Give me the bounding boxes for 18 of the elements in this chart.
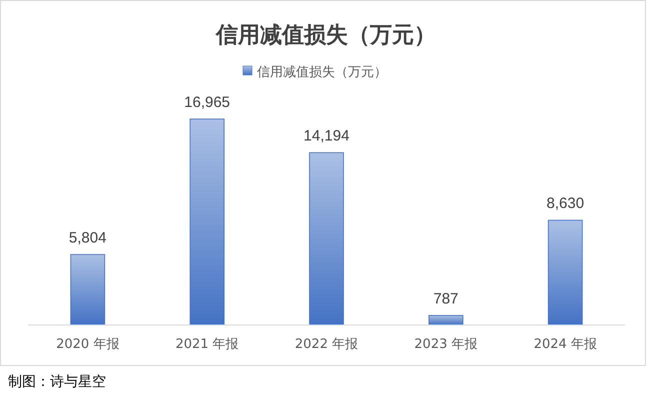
legend-label: 信用减值损失（万元） — [257, 65, 387, 80]
x-tick-label: 2024 年报 — [534, 337, 597, 352]
chart-title: 信用减值损失（万元） — [215, 22, 436, 48]
x-tick-label: 2020 年报 — [56, 337, 120, 352]
data-label: 16,965 — [184, 94, 230, 111]
data-label: 8,630 — [546, 195, 584, 212]
bar — [190, 118, 224, 326]
data-label: 14,194 — [304, 128, 350, 145]
bar — [548, 220, 583, 326]
data-label: 5,804 — [68, 230, 106, 247]
x-tick-label: 2023 年报 — [414, 337, 478, 352]
bar — [309, 152, 344, 326]
data-label: 787 — [433, 290, 458, 308]
bar — [70, 254, 106, 326]
text: 制图：诗与星空 — [8, 374, 106, 390]
bar — [428, 315, 464, 326]
x-tick-label: 2021 年报 — [175, 337, 239, 352]
x-tick-label: 2022 年报 — [294, 337, 358, 352]
